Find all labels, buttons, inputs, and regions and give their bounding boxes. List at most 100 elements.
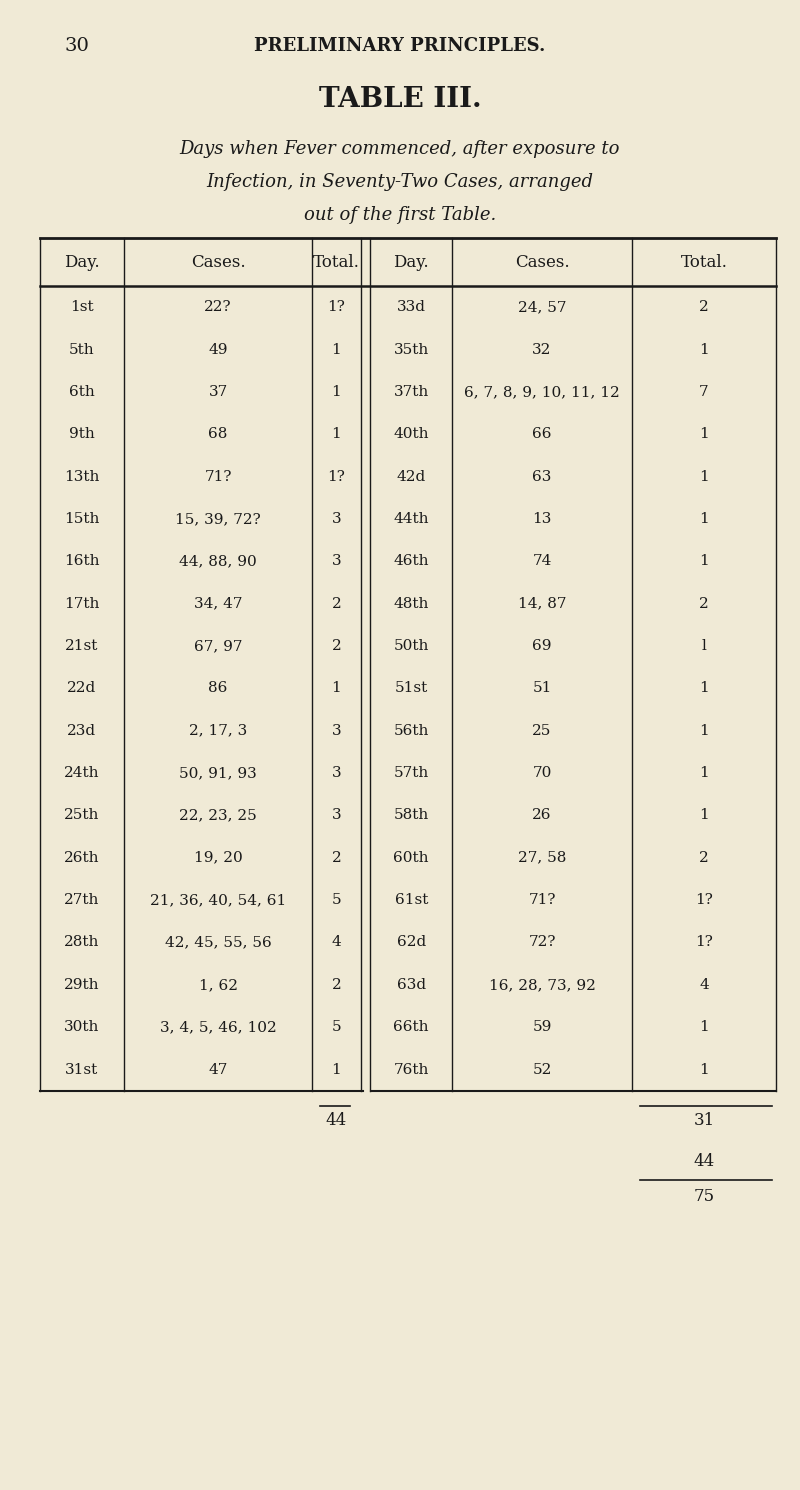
Text: 1: 1 (699, 343, 709, 356)
Text: out of the first Table.: out of the first Table. (304, 206, 496, 223)
Text: 57th: 57th (394, 766, 429, 781)
Text: 2: 2 (331, 639, 342, 653)
Text: 70: 70 (532, 766, 552, 781)
Text: 67, 97: 67, 97 (194, 639, 242, 653)
Text: 68: 68 (208, 428, 228, 441)
Text: 15, 39, 72?: 15, 39, 72? (175, 513, 261, 526)
Text: 47: 47 (208, 1062, 228, 1076)
Text: Total.: Total. (313, 253, 360, 271)
Text: 3: 3 (331, 554, 342, 568)
Text: 56th: 56th (394, 724, 429, 738)
Text: Infection, in Seventy-Two Cases, arranged: Infection, in Seventy-Two Cases, arrange… (206, 173, 594, 191)
Text: PRELIMINARY PRINCIPLES.: PRELIMINARY PRINCIPLES. (254, 37, 546, 55)
Text: 66: 66 (532, 428, 552, 441)
Text: 1: 1 (331, 343, 342, 356)
Text: 25: 25 (532, 724, 552, 738)
Text: Cases.: Cases. (514, 253, 570, 271)
Text: 15th: 15th (64, 513, 100, 526)
Text: 1, 62: 1, 62 (198, 977, 238, 992)
Text: 50, 91, 93: 50, 91, 93 (179, 766, 257, 781)
Text: 16, 28, 73, 92: 16, 28, 73, 92 (489, 977, 595, 992)
Text: Total.: Total. (681, 253, 727, 271)
Text: 9th: 9th (69, 428, 95, 441)
Text: 37th: 37th (394, 384, 429, 399)
Text: 4: 4 (699, 977, 709, 992)
Text: 1: 1 (331, 428, 342, 441)
Text: 51: 51 (532, 681, 552, 696)
Text: 26: 26 (532, 809, 552, 822)
Text: 1: 1 (699, 766, 709, 781)
Text: 24th: 24th (64, 766, 100, 781)
Text: 27th: 27th (64, 893, 100, 907)
Text: 1: 1 (699, 724, 709, 738)
Text: 1?: 1? (327, 469, 346, 484)
Text: 31: 31 (694, 1112, 714, 1128)
Text: 26th: 26th (64, 851, 100, 864)
Text: 4: 4 (331, 936, 342, 949)
Text: 2, 17, 3: 2, 17, 3 (189, 724, 247, 738)
Text: 30th: 30th (64, 1021, 100, 1034)
Text: 1: 1 (699, 809, 709, 822)
Text: 62d: 62d (397, 936, 426, 949)
Text: 23d: 23d (67, 724, 97, 738)
Text: 1?: 1? (695, 893, 713, 907)
Text: 3: 3 (331, 809, 342, 822)
Text: 60th: 60th (394, 851, 429, 864)
Text: 1: 1 (331, 681, 342, 696)
Text: 14, 87: 14, 87 (518, 596, 566, 611)
Text: 24, 57: 24, 57 (518, 301, 566, 314)
Text: 72?: 72? (528, 936, 556, 949)
Text: 19, 20: 19, 20 (194, 851, 242, 864)
Text: 1?: 1? (695, 936, 713, 949)
Text: 44, 88, 90: 44, 88, 90 (179, 554, 257, 568)
Text: 2: 2 (699, 596, 709, 611)
Text: 32: 32 (532, 343, 552, 356)
Text: 42, 45, 55, 56: 42, 45, 55, 56 (165, 936, 271, 949)
Text: 75: 75 (694, 1188, 714, 1204)
Text: 63d: 63d (397, 977, 426, 992)
Text: 1: 1 (331, 1062, 342, 1076)
Text: 71?: 71? (204, 469, 232, 484)
Text: 2: 2 (331, 977, 342, 992)
Text: Day.: Day. (64, 253, 100, 271)
Text: 86: 86 (208, 681, 228, 696)
Text: 61st: 61st (394, 893, 428, 907)
Text: 1: 1 (699, 681, 709, 696)
Text: 69: 69 (532, 639, 552, 653)
Text: 2: 2 (331, 596, 342, 611)
Text: 1: 1 (699, 1062, 709, 1076)
Text: 46th: 46th (394, 554, 429, 568)
Text: 1: 1 (699, 513, 709, 526)
Text: 2: 2 (331, 851, 342, 864)
Text: 27, 58: 27, 58 (518, 851, 566, 864)
Text: 22, 23, 25: 22, 23, 25 (179, 809, 257, 822)
Text: 25th: 25th (64, 809, 100, 822)
Text: 1: 1 (699, 1021, 709, 1034)
Text: 44th: 44th (394, 513, 429, 526)
Text: 6th: 6th (69, 384, 95, 399)
Text: Days when Fever commenced, after exposure to: Days when Fever commenced, after exposur… (180, 140, 620, 158)
Text: 37: 37 (208, 384, 228, 399)
Text: 50th: 50th (394, 639, 429, 653)
Text: 1: 1 (699, 554, 709, 568)
Text: 17th: 17th (64, 596, 100, 611)
Text: 1: 1 (699, 469, 709, 484)
Text: Cases.: Cases. (190, 253, 246, 271)
Text: 40th: 40th (394, 428, 429, 441)
Text: 63: 63 (532, 469, 552, 484)
Text: 3: 3 (331, 724, 342, 738)
Text: 3, 4, 5, 46, 102: 3, 4, 5, 46, 102 (160, 1021, 276, 1034)
Text: 5: 5 (331, 1021, 342, 1034)
Text: 2: 2 (699, 301, 709, 314)
Text: 76th: 76th (394, 1062, 429, 1076)
Text: 52: 52 (532, 1062, 552, 1076)
Text: 71?: 71? (528, 893, 556, 907)
Text: TABLE III.: TABLE III. (318, 86, 482, 113)
Text: 30: 30 (64, 37, 89, 55)
Text: 1st: 1st (70, 301, 94, 314)
Text: 13th: 13th (64, 469, 100, 484)
Text: Day.: Day. (394, 253, 429, 271)
Text: 13: 13 (532, 513, 552, 526)
Text: 3: 3 (331, 766, 342, 781)
Text: 28th: 28th (64, 936, 100, 949)
